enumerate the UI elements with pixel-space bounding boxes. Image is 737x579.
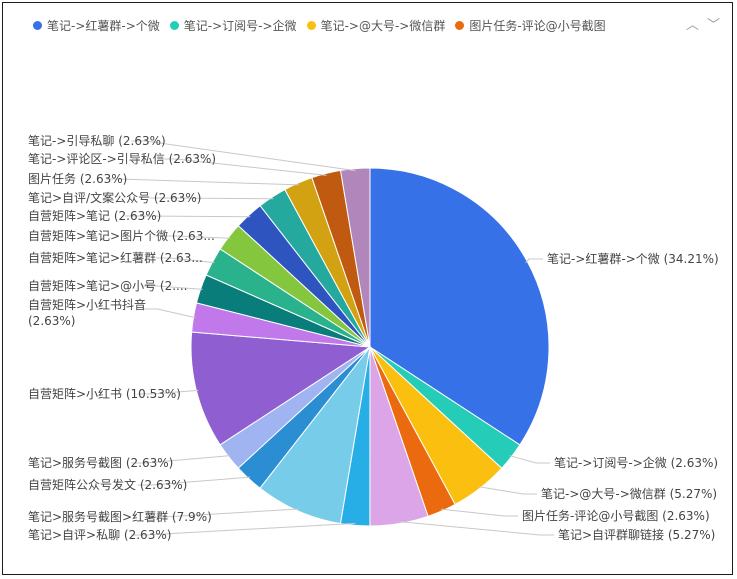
- slice-label: 笔记>服务号截图 (2.63%): [28, 455, 173, 470]
- leader-line: [131, 455, 231, 464]
- leader-line: [143, 285, 203, 290]
- leader-line: [162, 158, 327, 176]
- legend-marker: [169, 20, 179, 30]
- leader-line: [156, 257, 215, 264]
- slice-label: 自营矩阵>小红书 (10.53%): [28, 386, 181, 401]
- leader-line: [441, 508, 518, 517]
- legend-prev-icon[interactable]: ︿: [685, 18, 699, 33]
- leader-line: [106, 178, 299, 186]
- slice-label: 笔记>自评/文案公众号 (2.63%): [28, 190, 201, 205]
- leader-line: [149, 508, 299, 518]
- legend-item[interactable]: 笔记->@大号->微信群: [306, 17, 446, 34]
- legend-marker: [455, 20, 465, 30]
- legend-next-icon[interactable]: ﹀: [706, 18, 720, 33]
- slice-label: 自营矩阵>小红书抖音(2.63%): [28, 297, 146, 328]
- slice-label: 图片任务 (2.63%): [28, 171, 127, 186]
- leader-line: [137, 476, 251, 486]
- slice-label: 笔记>自评>私聊 (2.63%): [28, 527, 171, 542]
- leader-line: [478, 486, 537, 495]
- slice-label: 笔记->红薯群->个微 (34.21%): [547, 251, 719, 266]
- slice-label: 自营矩阵>笔记 (2.63%): [28, 208, 161, 223]
- legend-marker: [33, 20, 42, 30]
- chart-legend: 笔记->红薯群->个微 笔记->订阅号->企微 笔记->@大号->微信群 图片任务-评…: [33, 15, 606, 35]
- legend-item[interactable]: 图片任务-评论@小号截图: [455, 17, 606, 34]
- leader-line: [525, 258, 543, 264]
- leader-line: [149, 197, 274, 200]
- slice-label: 自营矩阵>笔记>@小号 (2....: [28, 278, 188, 293]
- slice-label: 自营矩阵公众号发文 (2.63%): [28, 477, 187, 492]
- leader-line: [137, 389, 199, 395]
- leader-line: [125, 215, 251, 218]
- slice-label: 笔记>自评群聊链接 (5.27%): [558, 527, 715, 542]
- legend-item[interactable]: 笔记->红薯群->个微: [33, 17, 160, 34]
- slice-label: 笔记>服务号截图>红薯群 (7.9%): [28, 509, 212, 524]
- leader-line: [143, 308, 196, 319]
- slice-label: 自营矩阵>笔记>红薯群 (2.63...: [28, 250, 203, 265]
- leader-line: [162, 235, 231, 239]
- legend-pager: ︿ ﹀: [686, 14, 720, 33]
- legend-label: 笔记->红薯群->个微: [47, 18, 160, 33]
- leader-line: [399, 521, 554, 536]
- legend-label: 笔记->订阅号->企微: [183, 18, 297, 33]
- slice-label: 笔记->订阅号->企微 (2.63%): [554, 455, 718, 470]
- legend-item[interactable]: 笔记->订阅号->企微: [169, 17, 297, 34]
- slice-label: 笔记->引导私聊 (2.63%): [28, 133, 166, 148]
- legend-label: 笔记->@大号->微信群: [320, 18, 446, 33]
- leader-line: [131, 522, 356, 536]
- legend-marker: [306, 20, 316, 30]
- leader-line: [509, 455, 550, 464]
- slice-label: 笔记->@大号->微信群 (5.27%): [541, 486, 717, 501]
- slice-label: 笔记->评论区->引导私信 (2.63%): [28, 151, 216, 166]
- pie-slice[interactable]: [339, 167, 371, 348]
- slice-label: 图片任务-评论@小号截图 (2.63%): [522, 508, 710, 523]
- legend-label: 图片任务-评论@小号截图: [469, 18, 606, 33]
- leader-line: [131, 140, 356, 172]
- slice-label: 自营矩阵>笔记>图片个微 (2.63...: [28, 228, 215, 243]
